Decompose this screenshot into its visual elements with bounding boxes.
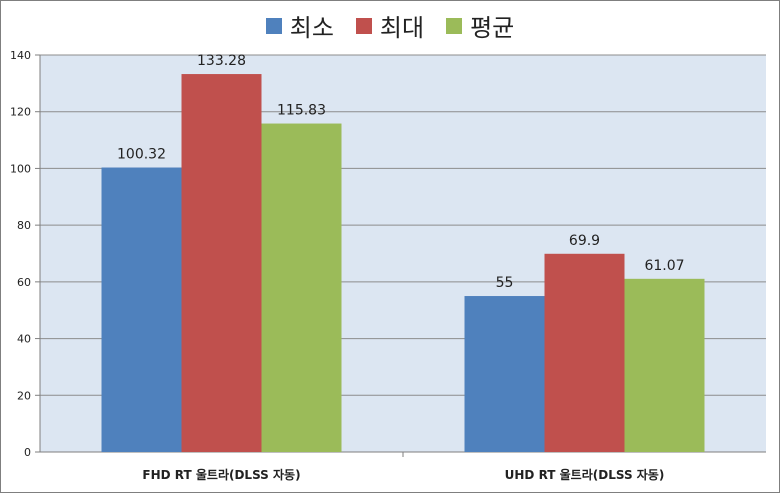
y-tick-label: 60 (17, 276, 31, 289)
y-tick-label: 20 (17, 389, 31, 402)
legend-label-max: 최대 (379, 14, 425, 42)
data-label: 55 (496, 275, 514, 291)
data-label: 133.28 (197, 53, 246, 69)
bar (464, 296, 545, 452)
legend-swatch-min (265, 17, 282, 34)
y-tick-label: 120 (10, 106, 31, 119)
bar (101, 167, 182, 452)
y-tick-label: 100 (10, 162, 31, 175)
y-tick-label: 140 (10, 49, 31, 62)
bar (624, 278, 705, 452)
data-label: 69.9 (569, 233, 600, 249)
bar (544, 253, 625, 452)
y-tick-label: 80 (17, 219, 31, 232)
data-label: 61.07 (644, 258, 684, 274)
legend-swatch-max (355, 17, 372, 34)
legend-label-min: 최소 (289, 14, 334, 42)
data-label: 100.32 (117, 147, 166, 163)
x-tick-label: FHD RT 울트라(DLSS 자동) (142, 467, 300, 482)
legend-label-avg: 평균 (470, 14, 515, 42)
bar (261, 123, 342, 452)
legend-item-avg: 평균 (446, 8, 514, 43)
legend-swatch-avg (446, 17, 463, 34)
data-label: 115.83 (277, 103, 326, 119)
legend-item-min: 최소 (265, 8, 334, 43)
y-tick-label: 40 (17, 333, 31, 346)
bar (181, 74, 262, 452)
y-tick-label: 0 (24, 446, 31, 459)
x-tick-label: UHD RT 울트라(DLSS 자동) (505, 467, 665, 482)
legend-item-max: 최대 (355, 8, 425, 43)
legend: 최소 최대 평균 (0, 8, 780, 43)
